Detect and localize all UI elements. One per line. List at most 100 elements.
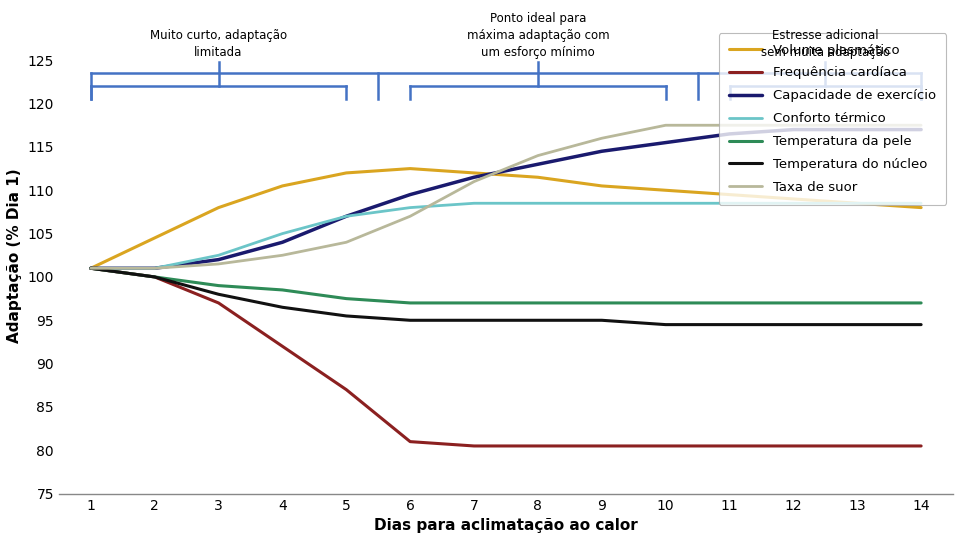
Conforto térmico: [724, 200, 735, 206]
Temperatura do núcleo: [404, 317, 416, 323]
Line: Conforto térmico: Conforto térmico: [91, 203, 922, 268]
Frequência cardíaca: [596, 443, 608, 449]
Text: Ponto ideal para
máxima adaptação com
um esforço mínimo: Ponto ideal para máxima adaptação com um…: [467, 12, 610, 59]
Line: Taxa de suor: Taxa de suor: [91, 125, 922, 268]
Temperatura da pele: [787, 300, 799, 306]
Temperatura da pele: [724, 300, 735, 306]
Capacidade de exercício: [660, 139, 671, 146]
Capacidade de exercício: [724, 131, 735, 137]
Taxa de suor: [916, 122, 927, 129]
Taxa de suor: [596, 135, 608, 141]
Volume plasmático: [404, 165, 416, 172]
Taxa de suor: [852, 122, 863, 129]
Temperatura da pele: [149, 274, 160, 280]
Text: Muito curto, adaptação
limitada: Muito curto, adaptação limitada: [150, 29, 287, 59]
Conforto térmico: [660, 200, 671, 206]
Line: Volume plasmático: Volume plasmático: [91, 168, 922, 268]
Temperatura da pele: [596, 300, 608, 306]
Frequência cardíaca: [276, 343, 288, 349]
Line: Capacidade de exercício: Capacidade de exercício: [91, 130, 922, 268]
Temperatura do núcleo: [213, 291, 225, 298]
Volume plasmático: [660, 187, 671, 193]
Volume plasmático: [916, 204, 927, 211]
Temperatura do núcleo: [341, 313, 352, 319]
Taxa de suor: [787, 122, 799, 129]
Frequência cardíaca: [404, 438, 416, 445]
Taxa de suor: [149, 265, 160, 272]
Temperatura da pele: [468, 300, 480, 306]
Temperatura da pele: [916, 300, 927, 306]
Capacidade de exercício: [787, 126, 799, 133]
Capacidade de exercício: [596, 148, 608, 154]
Taxa de suor: [85, 265, 97, 272]
Volume plasmático: [276, 183, 288, 189]
Taxa de suor: [276, 252, 288, 259]
Temperatura da pele: [85, 265, 97, 272]
Temperatura da pele: [852, 300, 863, 306]
Taxa de suor: [532, 152, 543, 159]
Capacidade de exercício: [149, 265, 160, 272]
Taxa de suor: [213, 261, 225, 267]
Volume plasmático: [532, 174, 543, 180]
Capacidade de exercício: [404, 191, 416, 198]
Frequência cardíaca: [916, 443, 927, 449]
Temperatura do núcleo: [149, 274, 160, 280]
Volume plasmático: [341, 170, 352, 176]
Frequência cardíaca: [85, 265, 97, 272]
Temperatura do núcleo: [724, 321, 735, 328]
Temperatura do núcleo: [852, 321, 863, 328]
Conforto térmico: [468, 200, 480, 206]
Conforto térmico: [532, 200, 543, 206]
Line: Frequência cardíaca: Frequência cardíaca: [91, 268, 922, 446]
Capacidade de exercício: [468, 174, 480, 180]
Volume plasmático: [85, 265, 97, 272]
Y-axis label: Adaptação (% Dia 1): Adaptação (% Dia 1): [7, 168, 22, 342]
Capacidade de exercício: [276, 239, 288, 246]
Temperatura da pele: [276, 287, 288, 293]
Conforto térmico: [596, 200, 608, 206]
Temperatura da pele: [660, 300, 671, 306]
Frequência cardíaca: [341, 387, 352, 393]
Conforto térmico: [916, 200, 927, 206]
Temperatura da pele: [404, 300, 416, 306]
Frequência cardíaca: [213, 300, 225, 306]
Taxa de suor: [468, 178, 480, 185]
Frequência cardíaca: [724, 443, 735, 449]
Capacidade de exercício: [852, 126, 863, 133]
Capacidade de exercício: [916, 126, 927, 133]
Conforto térmico: [787, 200, 799, 206]
Taxa de suor: [404, 213, 416, 219]
Volume plasmático: [468, 170, 480, 176]
Volume plasmático: [852, 200, 863, 206]
Text: Estresse adicional
sem muita adaptação: Estresse adicional sem muita adaptação: [761, 29, 890, 59]
Conforto térmico: [149, 265, 160, 272]
Temperatura do núcleo: [85, 265, 97, 272]
Frequência cardíaca: [468, 443, 480, 449]
Legend: Volume plasmático, Frequência cardíaca, Capacidade de exercício, Conforto térmic: Volume plasmático, Frequência cardíaca, …: [719, 33, 947, 205]
Capacidade de exercício: [213, 256, 225, 263]
Temperatura da pele: [213, 282, 225, 289]
Temperatura do núcleo: [596, 317, 608, 323]
Frequência cardíaca: [660, 443, 671, 449]
Capacidade de exercício: [85, 265, 97, 272]
Frequência cardíaca: [149, 274, 160, 280]
Temperatura do núcleo: [276, 304, 288, 310]
Frequência cardíaca: [852, 443, 863, 449]
Capacidade de exercício: [341, 213, 352, 219]
Capacidade de exercício: [532, 161, 543, 167]
Taxa de suor: [341, 239, 352, 246]
Temperatura da pele: [341, 295, 352, 302]
Volume plasmático: [596, 183, 608, 189]
X-axis label: Dias para aclimatação ao calor: Dias para aclimatação ao calor: [374, 518, 637, 533]
Taxa de suor: [724, 122, 735, 129]
Temperatura do núcleo: [787, 321, 799, 328]
Temperatura da pele: [532, 300, 543, 306]
Line: Temperatura do núcleo: Temperatura do núcleo: [91, 268, 922, 325]
Frequência cardíaca: [787, 443, 799, 449]
Conforto térmico: [276, 231, 288, 237]
Volume plasmático: [787, 195, 799, 202]
Temperatura do núcleo: [532, 317, 543, 323]
Temperatura do núcleo: [468, 317, 480, 323]
Volume plasmático: [724, 191, 735, 198]
Volume plasmático: [149, 235, 160, 241]
